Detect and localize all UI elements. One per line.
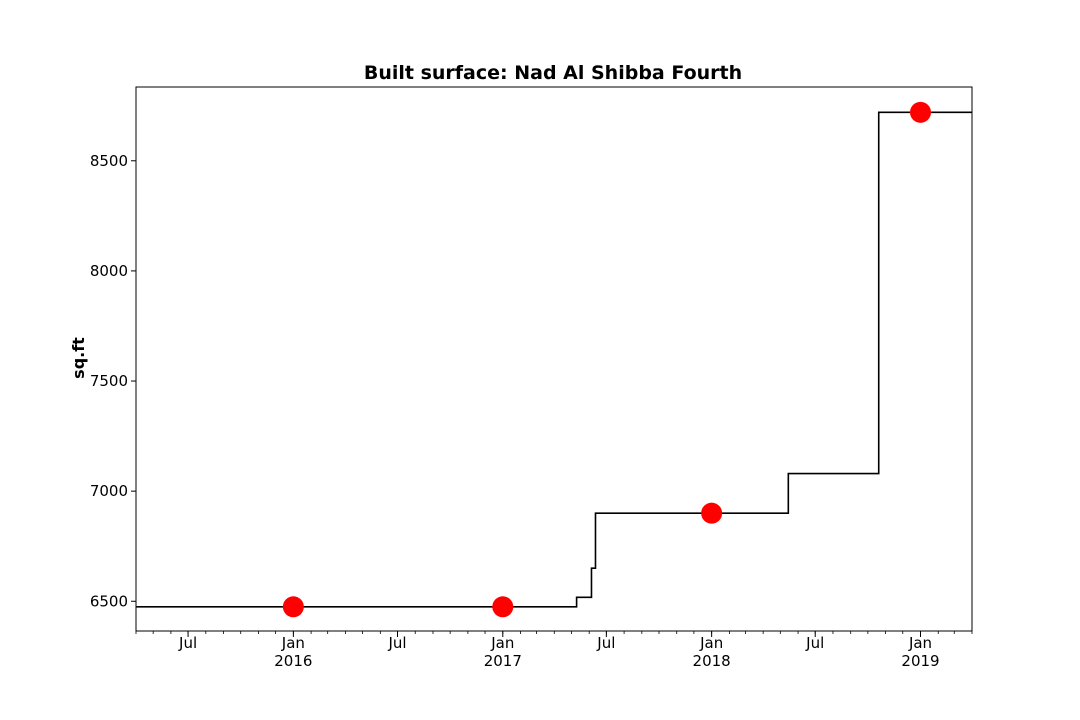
x-tick-label: Jul [596, 634, 615, 652]
x-tick-year-label: 2018 [693, 652, 731, 670]
y-tick-label: 6500 [90, 592, 128, 610]
y-axis-label: sq.ft [69, 337, 88, 379]
x-tick-label: Jan [699, 634, 723, 652]
x-tick-label: Jan [490, 634, 514, 652]
x-tick-label: Jul [387, 634, 406, 652]
data-point-marker [910, 101, 932, 123]
data-point-marker [282, 596, 304, 618]
step-line [136, 111, 972, 608]
x-tick-year-label: 2017 [484, 652, 522, 670]
data-point-marker [492, 596, 514, 618]
y-tick-label: 7000 [90, 482, 128, 500]
plot-frame [135, 86, 973, 632]
x-tick-label: Jan [281, 634, 305, 652]
data-point-marker [701, 502, 723, 524]
x-tick-year-label: 2019 [901, 652, 939, 670]
y-tick-label: 8000 [90, 262, 128, 280]
x-tick-label: Jul [178, 634, 197, 652]
x-tick-label: Jul [805, 634, 824, 652]
x-tick-label: Jan [908, 634, 932, 652]
y-tick-label: 8500 [90, 152, 128, 170]
chart-title: Built surface: Nad Al Shibba Fourth [364, 62, 742, 84]
y-tick-label: 7500 [90, 372, 128, 390]
x-tick-year-label: 2016 [274, 652, 312, 670]
